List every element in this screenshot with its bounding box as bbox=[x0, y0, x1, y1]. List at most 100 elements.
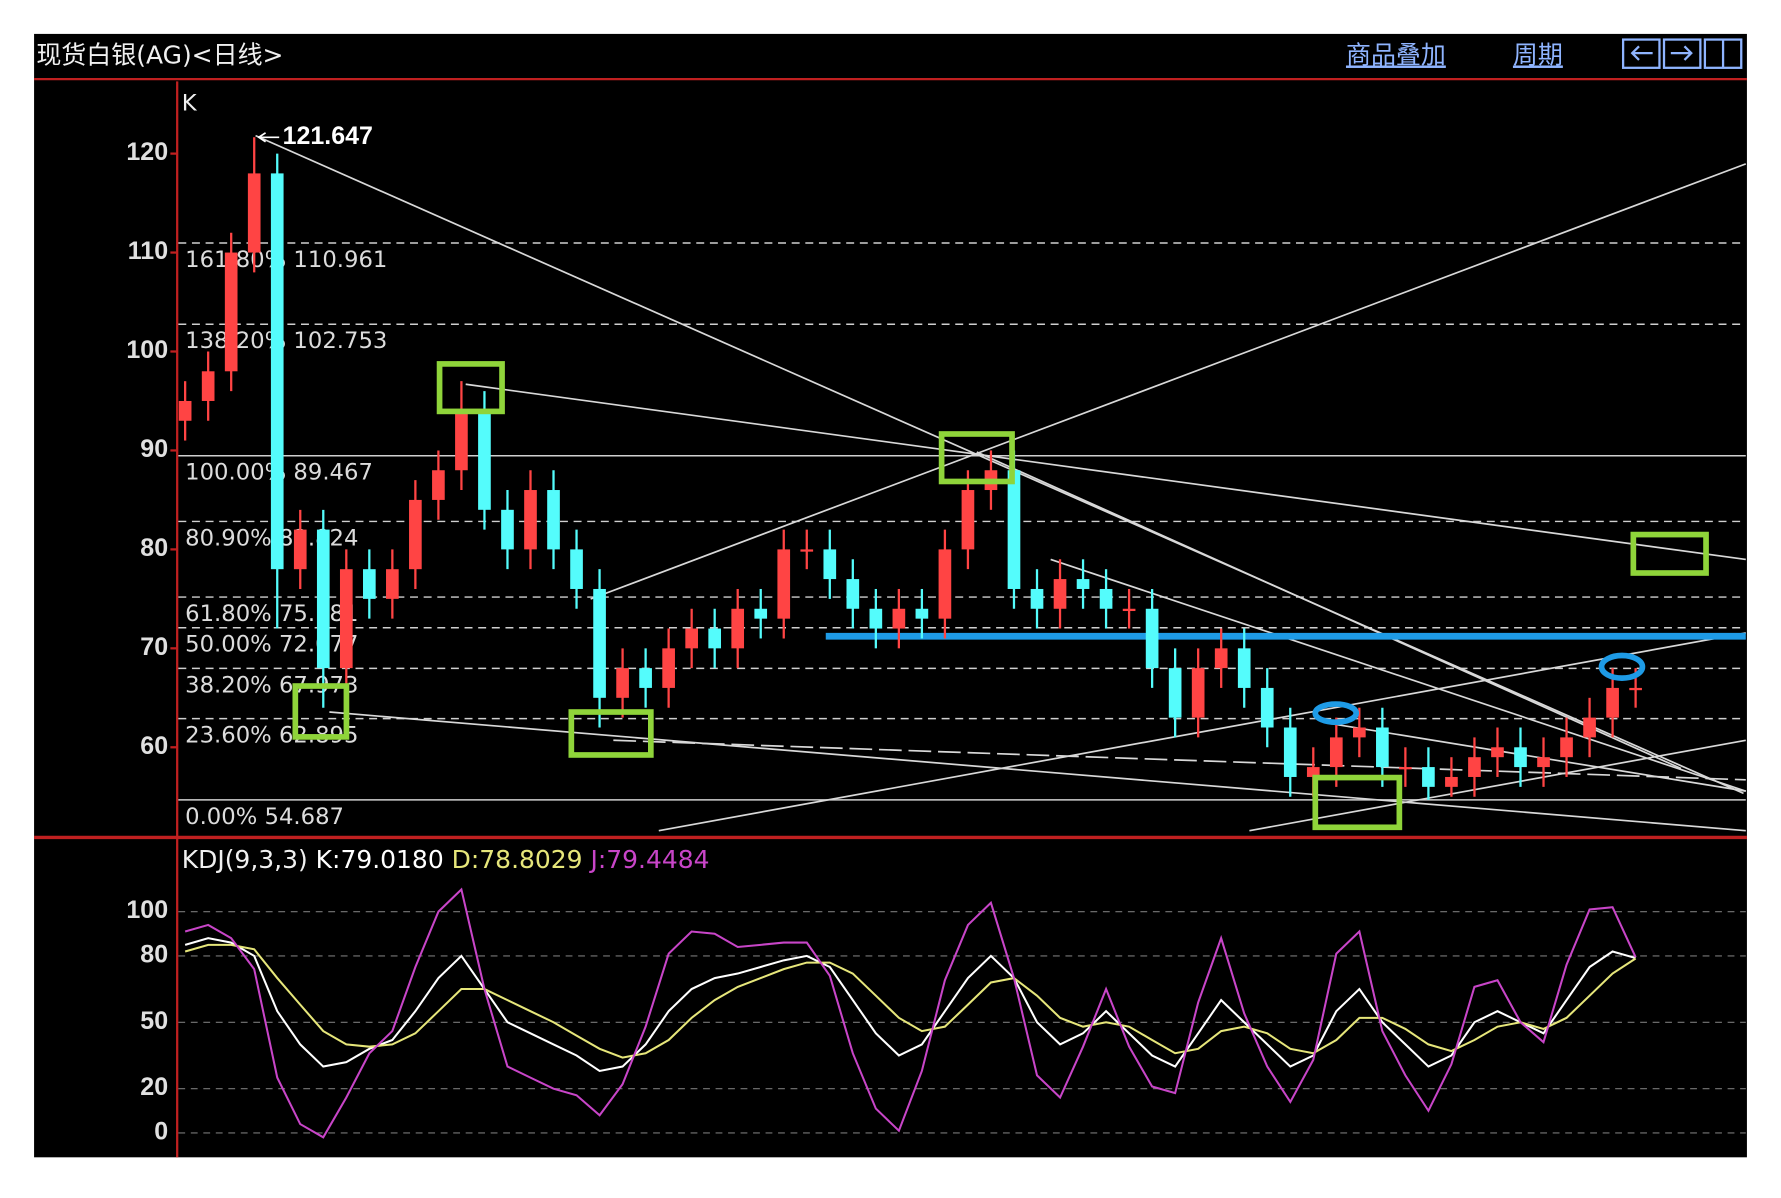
highlight-box bbox=[938, 431, 1015, 485]
highlight-ellipse bbox=[1312, 701, 1360, 726]
fib-value: 110.961 bbox=[293, 247, 387, 273]
fib-label: 50.00% 72.077 bbox=[185, 631, 358, 657]
y-tick-label: 100 bbox=[126, 896, 168, 924]
y-tick-label: 50 bbox=[140, 1007, 168, 1035]
candle-body bbox=[409, 499, 422, 570]
y-tick-label: 20 bbox=[140, 1073, 168, 1101]
candle-body bbox=[892, 608, 906, 629]
legend-value: 78.8029 bbox=[479, 845, 582, 874]
legend-value: 79.4484 bbox=[606, 845, 709, 874]
candle-body bbox=[178, 400, 192, 421]
candle-body bbox=[1053, 579, 1067, 609]
fib-label: 100.00% 89.467 bbox=[185, 459, 373, 485]
candle-body bbox=[293, 529, 307, 570]
candle-body bbox=[1076, 579, 1090, 589]
candle-body bbox=[1237, 648, 1251, 688]
candle-body bbox=[1168, 668, 1182, 718]
candle-body bbox=[754, 608, 768, 619]
header-link[interactable]: 商品叠加 bbox=[1346, 41, 1446, 70]
candle-body bbox=[708, 628, 722, 649]
fib-value: 102.753 bbox=[293, 328, 387, 354]
candle-body bbox=[685, 628, 698, 649]
header-link[interactable]: 周期 bbox=[1513, 41, 1563, 70]
candle-body bbox=[869, 608, 883, 629]
header-title: 现货白银(AG)<日线> bbox=[36, 41, 283, 70]
candle-body bbox=[1122, 608, 1136, 612]
y-tick-label: 80 bbox=[140, 941, 168, 969]
fib-value: 54.687 bbox=[265, 803, 344, 829]
candle-body bbox=[1007, 470, 1021, 589]
candle-body bbox=[201, 371, 215, 401]
candle-body bbox=[1491, 747, 1504, 758]
candle-body bbox=[1260, 687, 1274, 728]
candle-body bbox=[915, 608, 929, 619]
trend-lines bbox=[255, 134, 1747, 832]
candle-body bbox=[1422, 767, 1435, 787]
candle-body bbox=[1629, 687, 1642, 691]
chart-background bbox=[34, 33, 1747, 1158]
candle-body bbox=[478, 410, 491, 510]
candle-body bbox=[455, 410, 468, 471]
y-tick-label: 100 bbox=[126, 336, 168, 364]
candle-body bbox=[961, 490, 975, 550]
candle-body bbox=[1583, 717, 1596, 738]
candle-body bbox=[1283, 727, 1297, 777]
y-tick-label: 0 bbox=[154, 1118, 168, 1146]
candle-body bbox=[731, 608, 745, 649]
candle-body bbox=[1468, 757, 1481, 777]
legend-value: 79.0180 bbox=[340, 845, 443, 874]
candle-body bbox=[247, 173, 261, 253]
fib-ratio: 50.00% bbox=[185, 631, 272, 657]
candle-body bbox=[547, 490, 560, 550]
fib-ratio: 100.00% bbox=[185, 459, 286, 485]
indicator-legend: KDJ(9,3,3) K:79.0180 D:78.8029 J:79.4484 bbox=[182, 845, 710, 874]
candle-body bbox=[616, 668, 629, 698]
highlight-box bbox=[1312, 774, 1403, 831]
candle-body bbox=[362, 569, 376, 599]
candle-body bbox=[823, 549, 837, 580]
panel-label: K bbox=[182, 91, 198, 117]
candle-body bbox=[1514, 747, 1527, 768]
candle-body bbox=[432, 470, 445, 500]
fib-label: 61.80% 75.181 bbox=[185, 601, 358, 627]
candle-body bbox=[593, 588, 606, 698]
candle-body bbox=[270, 173, 284, 570]
candle-body bbox=[1145, 608, 1159, 669]
candle-body bbox=[1306, 767, 1320, 777]
legend-name: D: bbox=[452, 845, 480, 874]
candle-body bbox=[800, 549, 814, 552]
candle-body bbox=[501, 509, 514, 550]
candle-body bbox=[339, 569, 353, 669]
candle-body bbox=[1353, 727, 1366, 738]
candle-body bbox=[846, 579, 860, 609]
fib-ratio: 23.60% bbox=[185, 722, 272, 748]
y-tick-label: 80 bbox=[140, 534, 168, 562]
indicator-line bbox=[184, 887, 1637, 1139]
y-tick-label: 60 bbox=[140, 732, 168, 760]
candle-body bbox=[386, 569, 399, 599]
highlight-box bbox=[436, 361, 505, 415]
candle-body bbox=[1376, 727, 1389, 768]
candle-body bbox=[938, 549, 952, 619]
y-tick-label: 70 bbox=[140, 633, 168, 661]
nav-icons[interactable] bbox=[1621, 38, 1743, 69]
indicator-line bbox=[184, 943, 1637, 1059]
fib-label: 0.00% 54.687 bbox=[185, 803, 344, 829]
fib-ratio: 0.00% bbox=[185, 803, 257, 829]
candle-body bbox=[1191, 668, 1205, 718]
y-tick-label: 120 bbox=[126, 138, 168, 166]
highlight-ellipse bbox=[1598, 652, 1646, 681]
candle-body bbox=[1214, 648, 1228, 669]
fib-label: 138.20% 102.753 bbox=[185, 328, 387, 354]
highlight-box bbox=[1630, 531, 1709, 576]
max-arrow bbox=[257, 132, 280, 143]
fib-ratio: 61.80% bbox=[185, 601, 272, 627]
legend-name: J: bbox=[588, 845, 606, 874]
fib-value: 89.467 bbox=[293, 459, 372, 485]
y-tick-label: 90 bbox=[140, 435, 168, 463]
candle-body bbox=[1399, 767, 1412, 770]
max-label: 121.647 bbox=[283, 122, 373, 150]
candle-body bbox=[224, 252, 238, 372]
